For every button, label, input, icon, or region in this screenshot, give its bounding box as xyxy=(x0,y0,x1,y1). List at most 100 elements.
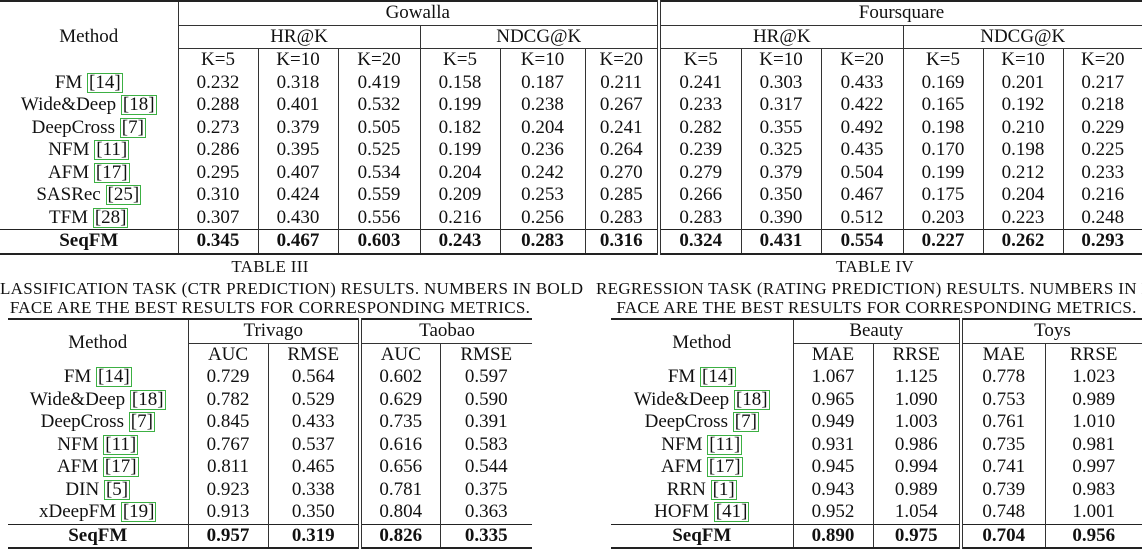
value-cell: 0.379 xyxy=(741,161,822,184)
metric-group-header: HR@K xyxy=(659,25,904,49)
value-cell: 1.067 xyxy=(793,366,874,389)
value-cell: 0.735 xyxy=(360,411,441,434)
citation-number: 7 xyxy=(137,411,147,432)
value-cell: 0.324 xyxy=(659,229,742,254)
value-cell: 0.424 xyxy=(258,184,339,207)
metric-header: RRSE xyxy=(873,343,963,366)
citation-link[interactable]: [11] xyxy=(103,433,139,455)
citation-link[interactable]: [1] xyxy=(710,478,737,500)
table-row: Wide&Deep [18] 0.782 0.529 0.629 0.590 xyxy=(8,388,532,411)
value-cell: 0.318 xyxy=(258,71,339,94)
citation-link[interactable]: [18] xyxy=(120,94,157,115)
table-row: NFM [11] 0.931 0.986 0.735 0.981 xyxy=(611,433,1142,456)
citation-link[interactable]: [7] xyxy=(119,116,146,138)
value-cell: 0.430 xyxy=(258,206,339,230)
value-cell: 0.233 xyxy=(659,94,742,117)
citation-link[interactable]: [14] xyxy=(700,366,736,387)
value-cell: 0.279 xyxy=(659,161,742,184)
citation-link[interactable]: [25] xyxy=(105,184,142,205)
value-cell: 1.054 xyxy=(873,501,963,524)
value-cell: 0.204 xyxy=(983,184,1064,207)
method-name: Wide&Deep xyxy=(20,94,117,115)
value-cell: 0.216 xyxy=(420,206,501,230)
method-cell: SeqFM xyxy=(0,229,179,254)
value-cell: 0.504 xyxy=(821,161,904,184)
method-cell: SeqFM xyxy=(611,523,794,548)
value-cell: 0.198 xyxy=(983,139,1064,162)
value-cell: 0.223 xyxy=(983,206,1064,230)
method-name: SeqFM xyxy=(672,524,732,546)
k-header: K=5 xyxy=(420,48,501,72)
citation-link[interactable]: [17] xyxy=(102,456,139,477)
k-header: K=5 xyxy=(178,48,259,72)
value-cell: 0.826 xyxy=(360,523,441,548)
value-cell: 0.267 xyxy=(585,94,661,117)
citation-link[interactable]: [11] xyxy=(94,139,130,160)
value-cell: 0.467 xyxy=(821,184,904,207)
table-row: DeepCross [7] 0.273 0.379 0.505 0.182 0.204 0.… xyxy=(0,116,1142,139)
method-cell: AFM [17] xyxy=(0,161,179,184)
citation-number: 11 xyxy=(715,433,734,455)
dataset-header-gowalla: Gowalla xyxy=(178,1,661,26)
value-cell: 0.283 xyxy=(585,206,661,230)
value-cell: 0.199 xyxy=(903,161,984,184)
dataset-header-taobao: Taobao xyxy=(360,319,532,344)
value-cell: 0.529 xyxy=(268,388,362,411)
value-cell: 0.303 xyxy=(741,71,822,94)
k-header: K=20 xyxy=(585,48,661,72)
value-cell: 0.512 xyxy=(821,206,904,230)
method-name: AFM xyxy=(47,161,90,183)
method-cell: TFM [28] xyxy=(0,206,179,230)
citation-link[interactable]: [7] xyxy=(732,411,759,432)
value-cell: 0.537 xyxy=(268,433,362,456)
value-cell: 0.212 xyxy=(983,161,1064,184)
value-cell: 0.266 xyxy=(659,184,742,207)
classification-results-body: FM [14] 0.729 0.564 0.602 0.597 Wide&Deep [18… xyxy=(8,366,532,548)
value-cell: 0.239 xyxy=(659,139,742,162)
citation-link[interactable]: [17] xyxy=(706,456,743,477)
method-name: RRN xyxy=(666,478,706,500)
method-cell: DIN [5] xyxy=(8,478,189,501)
method-cell: xDeepFM [19] xyxy=(8,501,189,524)
value-cell: 0.931 xyxy=(793,433,874,456)
method-name: DeepCross xyxy=(40,411,124,432)
table3-caption-line1: LASSIFICATION TASK (CTR PREDICTION) RESU… xyxy=(0,279,584,298)
value-cell: 0.283 xyxy=(659,206,742,230)
citation-number: 7 xyxy=(741,411,751,432)
value-cell: 0.407 xyxy=(258,161,339,184)
citation-link[interactable]: [14] xyxy=(96,366,132,387)
citation-link[interactable]: [5] xyxy=(103,478,131,500)
citation-link[interactable]: [41] xyxy=(713,501,750,522)
value-cell: 0.264 xyxy=(585,139,661,162)
value-cell: 0.217 xyxy=(1081,71,1125,93)
k-header: K=5 xyxy=(659,48,742,72)
citation-link[interactable]: [18] xyxy=(129,388,166,410)
citation-link[interactable]: [18] xyxy=(733,388,770,410)
citation-link[interactable]: [28] xyxy=(92,206,129,228)
citation-link[interactable]: [11] xyxy=(707,433,743,455)
value-cell: 0.307 xyxy=(178,206,259,230)
value-cell: 0.285 xyxy=(585,184,661,207)
value-cell: 0.204 xyxy=(500,116,586,139)
value-cell: 0.989 xyxy=(873,478,963,501)
citation-link[interactable]: [17] xyxy=(93,161,130,183)
value-cell: 0.778 xyxy=(961,366,1046,389)
k-header: K=10 xyxy=(258,48,339,72)
metric-header: RMSE xyxy=(268,343,362,366)
value-cell: 1.023 xyxy=(1072,366,1116,387)
method-cell: NFM [11] xyxy=(8,433,189,456)
citation-link[interactable]: [19] xyxy=(120,501,157,522)
value-cell: 0.602 xyxy=(360,366,441,389)
value-cell: 0.492 xyxy=(821,116,904,139)
citation-link[interactable]: [14] xyxy=(87,71,123,93)
regression-results-table: Method Beauty Toys MAE RRSE MAE RRSE FM … xyxy=(611,318,1142,549)
method-cell: Wide&Deep [18] xyxy=(0,94,179,117)
citation-number: 41 xyxy=(722,501,742,522)
value-cell: 0.554 xyxy=(821,229,904,254)
value-cell: 0.975 xyxy=(873,523,963,548)
value-cell: 0.890 xyxy=(793,523,874,548)
citation-link[interactable]: [7] xyxy=(128,411,155,432)
classification-results-table: Method Trivago Taobao AUC RMSE AUC RMSE … xyxy=(8,318,532,549)
method-name: HOFM xyxy=(654,501,709,522)
table-row: FM [14] 0.729 0.564 0.602 0.597 xyxy=(8,366,532,389)
